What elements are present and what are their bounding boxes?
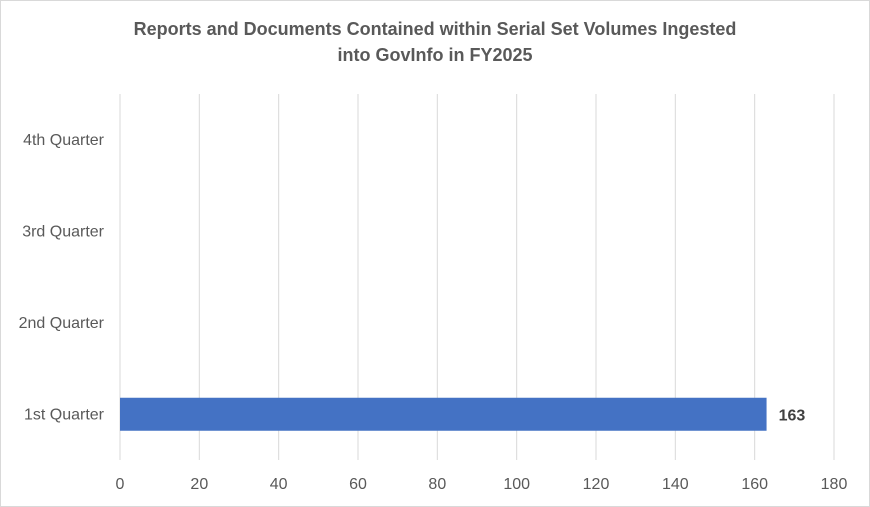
- y-category-label: 3rd Quarter: [22, 223, 104, 240]
- x-tick-label: 0: [116, 476, 125, 493]
- x-tick-label: 40: [270, 476, 288, 493]
- x-tick-label: 100: [503, 476, 530, 493]
- y-category-label: 1st Quarter: [24, 406, 105, 423]
- y-category-label: 2nd Quarter: [19, 315, 105, 332]
- labels: 0 20 40 60 80 100 120 140 160 180 1st Quarter 163 2n…: [19, 132, 848, 493]
- y-category-label: 4th Quarter: [23, 132, 105, 149]
- bar-1st-quarter: [120, 397, 767, 431]
- chart-title-line-1: Reports and Documents Contained within S…: [133, 19, 737, 39]
- chart-title: Reports and Documents Contained within S…: [0, 16, 870, 68]
- x-tick-label: 20: [190, 476, 208, 493]
- x-tick-label: 160: [741, 476, 768, 493]
- bar-data-label: 163: [779, 407, 806, 424]
- x-tick-label: 140: [662, 476, 689, 493]
- x-tick-label: 60: [349, 476, 367, 493]
- x-tick-label: 80: [428, 476, 446, 493]
- x-tick-label: 120: [583, 476, 610, 493]
- x-tick-label: 180: [821, 476, 848, 493]
- bars: [120, 397, 767, 431]
- chart-title-line-2: into GovInfo in FY2025: [337, 45, 533, 65]
